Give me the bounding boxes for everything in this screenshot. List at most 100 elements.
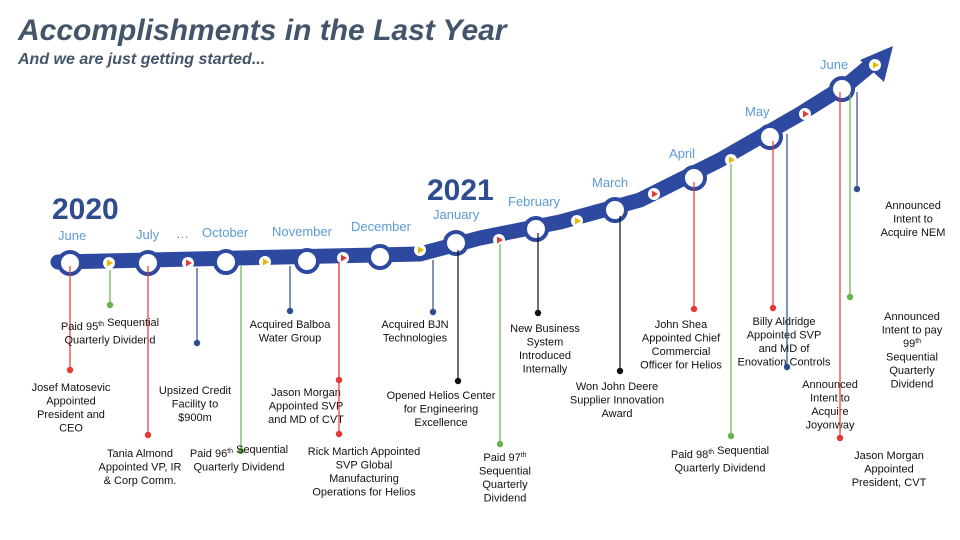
annotation-text: President, CVT	[852, 477, 927, 489]
annotation-text: Appointed SVP	[747, 330, 822, 342]
annotation-text: Officer for Helios	[640, 360, 722, 372]
annotation-dot	[534, 309, 542, 317]
play-icon	[186, 259, 192, 267]
annotation-text: for Engineering	[404, 404, 479, 416]
annotation-text: Opened Helios Center	[387, 390, 496, 402]
timeline-node	[213, 249, 239, 275]
annotation-text: SVP Global	[336, 460, 393, 472]
play-icon	[803, 110, 809, 118]
month-label: March	[592, 175, 628, 190]
annotation-text: John Shea	[655, 319, 708, 331]
timeline-node	[443, 230, 469, 256]
timeline-node	[602, 197, 628, 223]
month-label: June	[58, 228, 86, 243]
month-label: June	[820, 57, 848, 72]
annotation-dot	[496, 440, 504, 448]
annotation-text: 99th	[903, 338, 921, 350]
annotation-text: Joyonway	[806, 420, 855, 432]
annotation-dot	[616, 367, 624, 375]
month-label: November	[272, 224, 333, 239]
month-label: October	[202, 225, 249, 240]
play-icon	[341, 254, 347, 262]
annotation-text: Upsized Credit	[159, 385, 231, 397]
annotation-text: President and	[37, 409, 105, 421]
month-label: January	[433, 207, 480, 222]
annotation-text: Jason Morgan	[271, 387, 341, 399]
annotation-text: Paid 96th Sequential	[190, 444, 288, 460]
annotation-dot	[836, 434, 844, 442]
annotation-text: Acquired BJN	[381, 319, 448, 331]
annotation-text: Announced	[884, 311, 940, 323]
annotation-text: Quarterly Dividend	[64, 335, 155, 347]
annotation-text: and MD of	[759, 343, 811, 355]
annotation-text: Acquire	[811, 406, 848, 418]
annotation-text: Dividend	[891, 379, 934, 391]
annotation-text: Intent to	[893, 214, 933, 226]
annotation-text: Supplier Innovation	[570, 395, 664, 407]
annotation-tania: Tania Almond Appointed VP, IR& Corp Comm.	[99, 266, 182, 487]
page-subtitle: And we are just getting started...	[18, 51, 266, 68]
annotation-text: Acquire NEM	[881, 227, 946, 239]
annotation-helios: Opened Helios Center for EngineeringExcel…	[387, 250, 496, 429]
annotation-paid98: Paid 98th Sequential Quarterly Dividend	[671, 164, 769, 475]
page-title: Accomplishments in the Last Year	[18, 14, 507, 47]
annotation-text: System	[527, 337, 564, 349]
annotation-text: Sequential	[886, 352, 938, 364]
timeline-node	[829, 76, 855, 102]
annotation-text: Quarterly	[482, 479, 528, 491]
annotation-text: Quarterly	[889, 365, 935, 377]
year-label: 2020	[52, 193, 119, 226]
play-icon	[107, 259, 113, 267]
annotation-dot	[454, 377, 462, 385]
month-label: February	[508, 194, 561, 209]
annotation-text: Acquired Balboa	[250, 319, 332, 331]
annotation-text: Internally	[523, 364, 568, 376]
annotation-text: Jason Morgan	[854, 450, 924, 462]
annotation-text: Appointed VP, IR	[99, 462, 182, 474]
play-icon	[418, 246, 424, 254]
annotation-dot	[144, 431, 152, 439]
annotation-text: Paid 97th	[483, 452, 526, 464]
annotation-dot	[237, 447, 245, 455]
annotation-text: Enovation Controls	[738, 357, 831, 369]
annotation-text: Introduced	[519, 350, 571, 362]
annotation-dot	[727, 432, 735, 440]
annotation-text: Sequential	[479, 466, 531, 478]
annotation-dot	[286, 307, 294, 315]
month-label: December	[351, 219, 412, 234]
play-icon	[873, 61, 879, 69]
annotation-text: Dividend	[484, 493, 527, 505]
annotation-text: Commercial	[652, 346, 711, 358]
annotation-text: New Business	[510, 323, 580, 335]
annotation-paid96: Paid 96th Sequential Quarterly Dividend	[190, 266, 288, 474]
annotation-text: Water Group	[259, 333, 322, 345]
annotation-dot	[429, 308, 437, 316]
annotation-text: Tania Almond	[107, 448, 173, 460]
annotation-dot	[66, 366, 74, 374]
timeline-node	[523, 216, 549, 242]
play-icon	[575, 217, 581, 225]
timeline-node	[367, 244, 393, 270]
annotation-text: $900m	[178, 412, 212, 424]
annotation-text: Manufacturing	[329, 473, 399, 485]
annotation-text: Facility to	[172, 399, 218, 411]
play-icon	[652, 190, 658, 198]
timeline-node	[294, 248, 320, 274]
annotation-text: Appointed SVP	[269, 401, 344, 413]
annotation-text: Excellence	[414, 417, 467, 429]
annotation-bjn: Acquired BJN Technologies	[381, 260, 449, 345]
annotation-balboa: Acquired Balboa Water Group	[250, 266, 332, 345]
annotation-text: Josef Matosevic	[32, 382, 111, 394]
annotation-dot	[853, 185, 861, 193]
annotation-dot	[106, 301, 114, 309]
annotation-text: Award	[602, 408, 633, 420]
annotation-text: & Corp Comm.	[104, 475, 177, 487]
annotation-text: Appointed	[864, 464, 914, 476]
